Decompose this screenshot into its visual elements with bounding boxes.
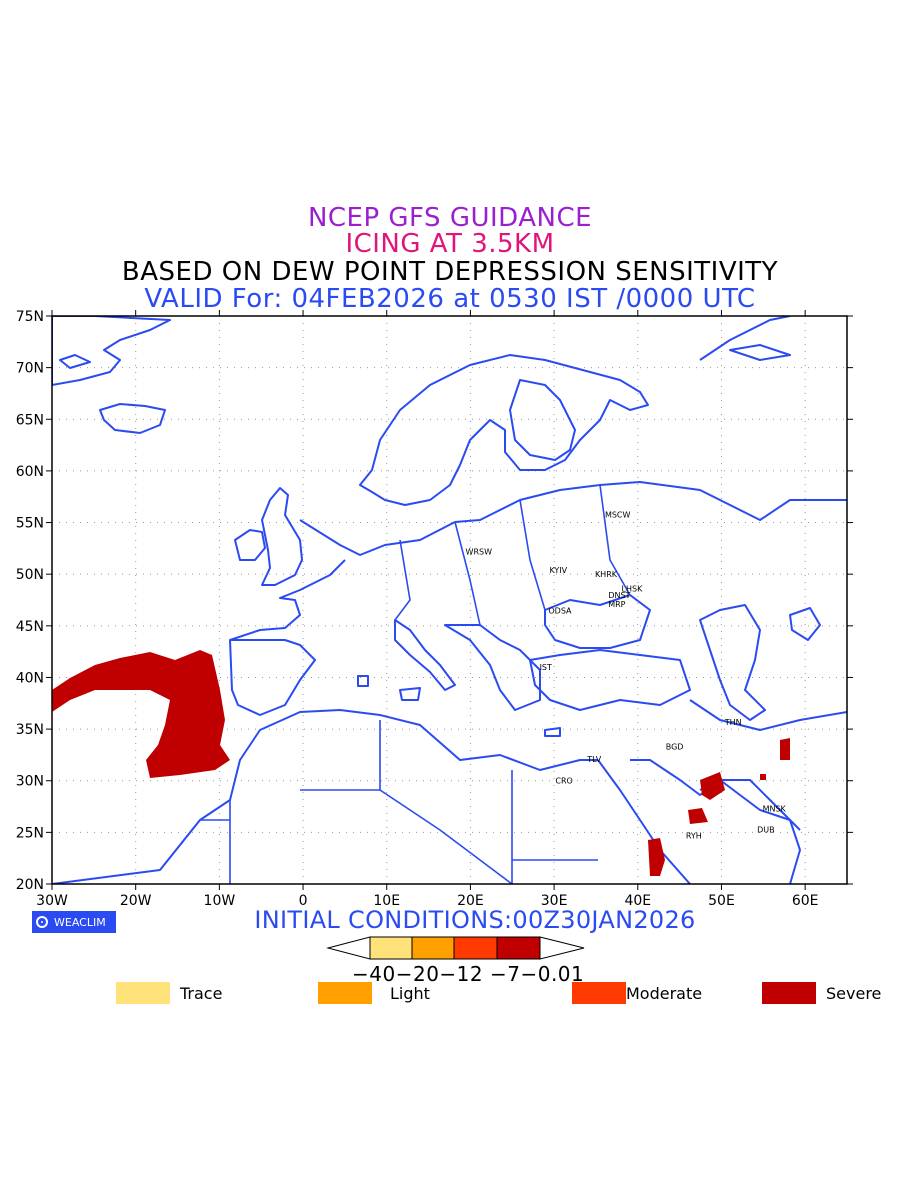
legend-light: Light bbox=[318, 982, 430, 1004]
city-label-tlv: TLV bbox=[586, 755, 601, 764]
weaclim-logo: WEACLIM bbox=[32, 911, 116, 933]
colorbar-tick-labels: −40−20−12 −7−0.01 bbox=[352, 962, 585, 986]
lat-label: 55N bbox=[16, 516, 44, 532]
legend-swatch-severe bbox=[762, 982, 816, 1004]
legend-swatch-trace bbox=[116, 982, 170, 1004]
colorbar bbox=[326, 936, 585, 960]
city-label-odsa: ODSA bbox=[548, 606, 572, 615]
lon-label: 20E bbox=[457, 893, 484, 909]
city-label-thn: THN bbox=[724, 718, 742, 727]
lat-label: 40N bbox=[16, 670, 44, 686]
lon-label: 60E bbox=[792, 893, 819, 909]
city-label-wrsw: WRSW bbox=[466, 547, 493, 556]
map-frame bbox=[51, 315, 848, 885]
lon-label: 50E bbox=[708, 893, 735, 909]
legend-swatch-moderate bbox=[572, 982, 626, 1004]
lat-label: 75N bbox=[16, 309, 44, 325]
city-label-mscw: MSCW bbox=[605, 510, 631, 519]
lat-label: 30N bbox=[16, 774, 44, 790]
city-label-ryh: RYH bbox=[686, 831, 702, 840]
colorbar-light bbox=[411, 936, 455, 960]
lat-label: 25N bbox=[16, 825, 44, 841]
city-label-lhsk: LHSK bbox=[622, 585, 644, 594]
latitude-labels: 75N 70N 65N 60N 55N 50N 45N 40N 35N 30N 25N 20N bbox=[16, 309, 44, 893]
title-line-1: NCEP GFS GUIDANCE bbox=[307, 203, 593, 233]
city-label-mrp: MRP bbox=[608, 600, 625, 609]
longitude-labels: 30W 20W 10W 0 10E 20E 30E 40E 50E 60E bbox=[36, 893, 818, 909]
axis-ticks bbox=[46, 310, 853, 890]
valid-time: VALID For: 04FEB2026 at 0530 IST /0000 U… bbox=[144, 284, 756, 314]
colorbar-severe bbox=[496, 936, 541, 960]
colorbar-trace bbox=[369, 936, 413, 960]
title-line-3: BASED ON DEW POINT DEPRESSION SENSITIVIT… bbox=[121, 257, 779, 287]
lon-label: 0 bbox=[299, 893, 308, 909]
lon-label: 30W bbox=[36, 893, 68, 909]
legend-label-trace: Trace bbox=[180, 983, 223, 1003]
city-label-khrk: KHRK bbox=[595, 570, 618, 579]
logo-ring-icon bbox=[36, 916, 48, 928]
lat-label: 45N bbox=[16, 619, 44, 635]
severe-icing-areas bbox=[52, 650, 790, 876]
city-label-ist: IST bbox=[540, 663, 552, 672]
lon-label: 10W bbox=[204, 893, 236, 909]
city-label-dnst: DNST bbox=[608, 591, 630, 600]
city-label-cro: CRO bbox=[555, 777, 572, 786]
legend-swatch-light bbox=[318, 982, 372, 1004]
city-label-dub: DUB bbox=[757, 825, 775, 834]
legend-label-light: Light bbox=[390, 983, 430, 1003]
lat-label: 20N bbox=[16, 877, 44, 893]
lon-label: 10E bbox=[373, 893, 400, 909]
coastlines bbox=[52, 316, 847, 884]
lat-label: 70N bbox=[16, 361, 44, 377]
lat-label: 60N bbox=[16, 464, 44, 480]
logo-text: WEACLIM bbox=[54, 915, 106, 929]
legend-label-severe: Severe bbox=[826, 983, 882, 1003]
legend-severe: Severe bbox=[762, 982, 881, 1004]
lat-label: 35N bbox=[16, 722, 44, 738]
city-label-mnsk: MNSK bbox=[763, 805, 787, 814]
legend-trace: Trace bbox=[116, 982, 222, 1004]
lon-label: 40E bbox=[624, 893, 651, 909]
lat-label: 65N bbox=[16, 412, 44, 428]
title-line-2: ICING AT 3.5KM bbox=[345, 229, 555, 259]
legend-moderate: Moderate bbox=[572, 982, 702, 1004]
legend-label-moderate: Moderate bbox=[626, 983, 703, 1003]
colorbar-moderate bbox=[453, 936, 498, 960]
city-label-kyiv: KYIV bbox=[549, 566, 567, 575]
lon-label: 20W bbox=[120, 893, 152, 909]
lat-label: 50N bbox=[16, 567, 44, 583]
lon-label: 30E bbox=[541, 893, 568, 909]
graticule bbox=[52, 316, 847, 884]
initial-conditions: INITIAL CONDITIONS:00Z30JAN2026 bbox=[254, 906, 696, 934]
city-label-bgd: BGD bbox=[666, 743, 684, 752]
